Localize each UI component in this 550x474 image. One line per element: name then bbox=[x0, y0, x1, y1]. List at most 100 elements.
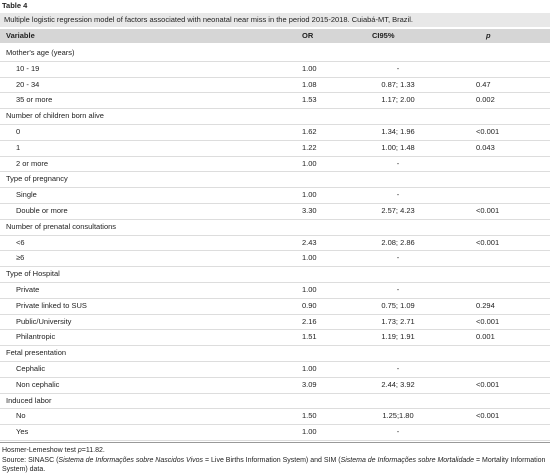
ci-value: 2.08; 2.86 bbox=[381, 237, 415, 247]
ci-value: 1.25;1.80 bbox=[382, 411, 414, 421]
row-rule bbox=[0, 266, 550, 268]
ci-value: 0.87; 1.33 bbox=[381, 79, 415, 89]
row-rule bbox=[0, 92, 550, 94]
p-value: <0.001 bbox=[476, 316, 500, 326]
row-label: Philantropic bbox=[16, 332, 56, 342]
or-value: 2.43 bbox=[302, 237, 317, 247]
row-label: Non cephalic bbox=[16, 379, 60, 389]
ci-value: 1.19; 1.91 bbox=[381, 332, 415, 342]
or-value: 3.09 bbox=[302, 379, 317, 389]
ci-value: 2.57; 4.23 bbox=[381, 206, 415, 215]
header-cell: p bbox=[486, 31, 491, 40]
note-text: Sistema de Informações sobre Mortalidade bbox=[340, 457, 475, 464]
group-label: Number of prenatal consultations bbox=[6, 221, 117, 231]
bottom-rule bbox=[0, 442, 550, 443]
row-rule bbox=[0, 329, 550, 331]
note: Source: SINASC (Sistema de Informações s… bbox=[2, 456, 547, 474]
row-rule bbox=[0, 345, 550, 347]
row-rule bbox=[0, 218, 550, 220]
caption: Multiple logistic regression model of fa… bbox=[4, 15, 413, 24]
or-value: 1.00 bbox=[302, 364, 317, 373]
header-cell: Variable bbox=[6, 31, 35, 40]
or-value: 3.30 bbox=[302, 206, 317, 215]
row-rule bbox=[0, 361, 550, 362]
ci-value: - bbox=[396, 364, 400, 373]
ci-value: 1.00; 1.48 bbox=[381, 142, 415, 152]
row-rule bbox=[0, 139, 550, 141]
row-rule bbox=[0, 282, 550, 283]
ci-value: 0.75; 1.09 bbox=[381, 300, 415, 310]
row-label: 1 bbox=[16, 142, 21, 152]
row-label: Double or more bbox=[16, 206, 68, 215]
row-rule bbox=[0, 313, 550, 315]
p-value: 0.001 bbox=[476, 332, 495, 342]
or-value: 2.16 bbox=[302, 316, 317, 326]
header-cell: CI95% bbox=[372, 31, 395, 40]
or-value: 1.62 bbox=[302, 127, 317, 136]
ci-value: - bbox=[396, 427, 400, 437]
row-rule bbox=[0, 171, 550, 173]
or-value: 1.50 bbox=[302, 411, 317, 421]
row-label: 35 or more bbox=[16, 95, 53, 105]
note-text: p bbox=[77, 447, 82, 454]
group-label: Induced labor bbox=[6, 395, 52, 405]
row-rule bbox=[0, 60, 550, 62]
p-value: <0.001 bbox=[476, 411, 500, 421]
ci-value: - bbox=[396, 158, 400, 168]
or-value: 1.00 bbox=[302, 285, 317, 294]
group-label: Number of children born alive bbox=[6, 111, 104, 121]
note-text: Hosmer-Lemeshow test bbox=[2, 447, 78, 454]
group-label: Type of pregnancy bbox=[6, 174, 68, 184]
row-rule bbox=[0, 76, 550, 78]
group-label: Type of Hospital bbox=[6, 269, 60, 279]
or-value: 1.00 bbox=[302, 190, 317, 200]
or-value: 1.08 bbox=[302, 79, 317, 89]
or-value: 1.00 bbox=[302, 158, 317, 168]
ci-value: - bbox=[396, 253, 400, 263]
p-value: <0.001 bbox=[476, 379, 500, 389]
table-label: Table 4 bbox=[2, 1, 28, 10]
row-rule bbox=[0, 108, 550, 110]
row-label: Public/University bbox=[16, 316, 72, 326]
or-value: 1.22 bbox=[302, 142, 317, 152]
ci-value: 1.73; 2.71 bbox=[381, 316, 415, 326]
or-value: 0.90 bbox=[302, 300, 317, 310]
caption-band bbox=[0, 13, 550, 27]
or-value: 1.00 bbox=[302, 63, 317, 73]
ci-value: - bbox=[396, 285, 400, 294]
row-label: Yes bbox=[16, 427, 29, 437]
note: Hosmer-Lemeshow test p=11.82. bbox=[2, 446, 547, 455]
row-label: Single bbox=[16, 190, 37, 200]
row-label: Private bbox=[16, 285, 40, 294]
ci-value: - bbox=[396, 63, 400, 73]
row-label: Private linked to SUS bbox=[16, 300, 87, 310]
row-rule bbox=[0, 124, 550, 125]
row-rule bbox=[0, 155, 550, 157]
or-value: 1.00 bbox=[302, 253, 317, 263]
row-label: Cephalic bbox=[16, 364, 46, 373]
row-label: 0 bbox=[16, 127, 21, 136]
row-rule bbox=[0, 408, 550, 410]
row-label: 10 - 19 bbox=[16, 63, 40, 73]
row-rule bbox=[0, 187, 550, 189]
p-value: 0.043 bbox=[476, 142, 495, 152]
ci-value: 1.17; 2.00 bbox=[381, 95, 415, 105]
or-value: 1.53 bbox=[302, 95, 317, 105]
row-rule bbox=[0, 297, 550, 299]
p-value: 0.294 bbox=[476, 300, 495, 310]
header-band bbox=[0, 29, 550, 43]
group-label: Fetal presentation bbox=[6, 348, 67, 358]
ci-value: 2.44; 3.92 bbox=[381, 379, 415, 389]
p-value: 0.002 bbox=[476, 95, 495, 105]
row-rule bbox=[0, 234, 550, 236]
p-value: 0.47 bbox=[476, 79, 491, 89]
row-label: No bbox=[16, 411, 26, 421]
ci-value: - bbox=[396, 190, 400, 200]
or-value: 1.51 bbox=[302, 332, 317, 342]
row-label: <6 bbox=[16, 237, 25, 247]
row-rule bbox=[0, 392, 550, 394]
row-label: 20 - 34 bbox=[16, 79, 40, 89]
note-text: = Live Births Information System) and SI… bbox=[203, 457, 341, 464]
row-label: ≥6 bbox=[16, 253, 25, 263]
